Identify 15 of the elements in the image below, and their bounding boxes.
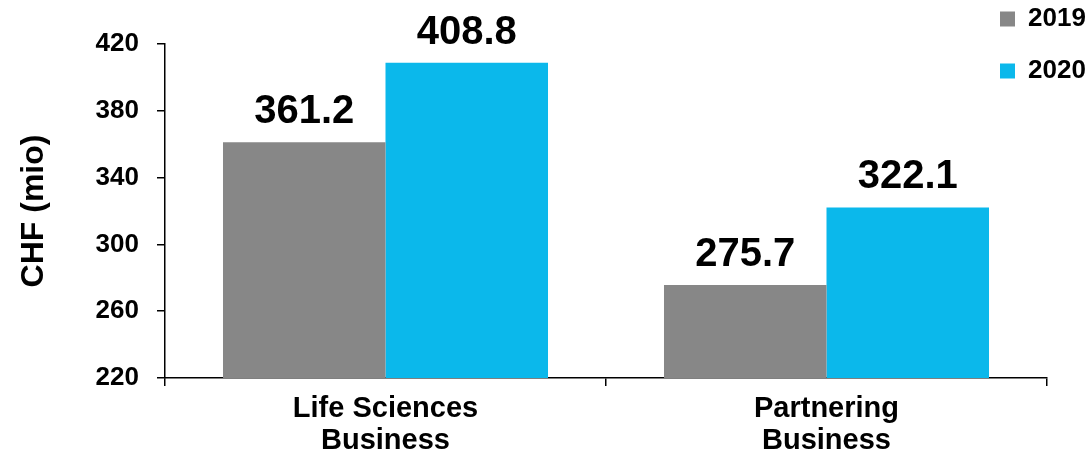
data-label: 361.2 [254, 87, 355, 132]
y-tick-label: 260 [95, 294, 139, 325]
legend-label: 2020 [1028, 54, 1086, 85]
legend-label: 2019 [1028, 2, 1086, 33]
x-tick-label: Partnering Business [753, 391, 900, 455]
y-axis-title: CHF (mio) [14, 134, 51, 288]
y-tick-label: 300 [95, 227, 139, 258]
data-label: 322.1 [857, 152, 958, 197]
y-tick-label: 340 [95, 160, 139, 191]
data-label: 408.8 [416, 7, 517, 52]
x-tick-label: Life Sciences Business [292, 391, 479, 455]
y-tick-label: 380 [95, 93, 139, 124]
data-label: 275.7 [695, 229, 796, 274]
y-tick-label: 420 [95, 27, 139, 58]
y-tick-label: 220 [95, 361, 139, 392]
